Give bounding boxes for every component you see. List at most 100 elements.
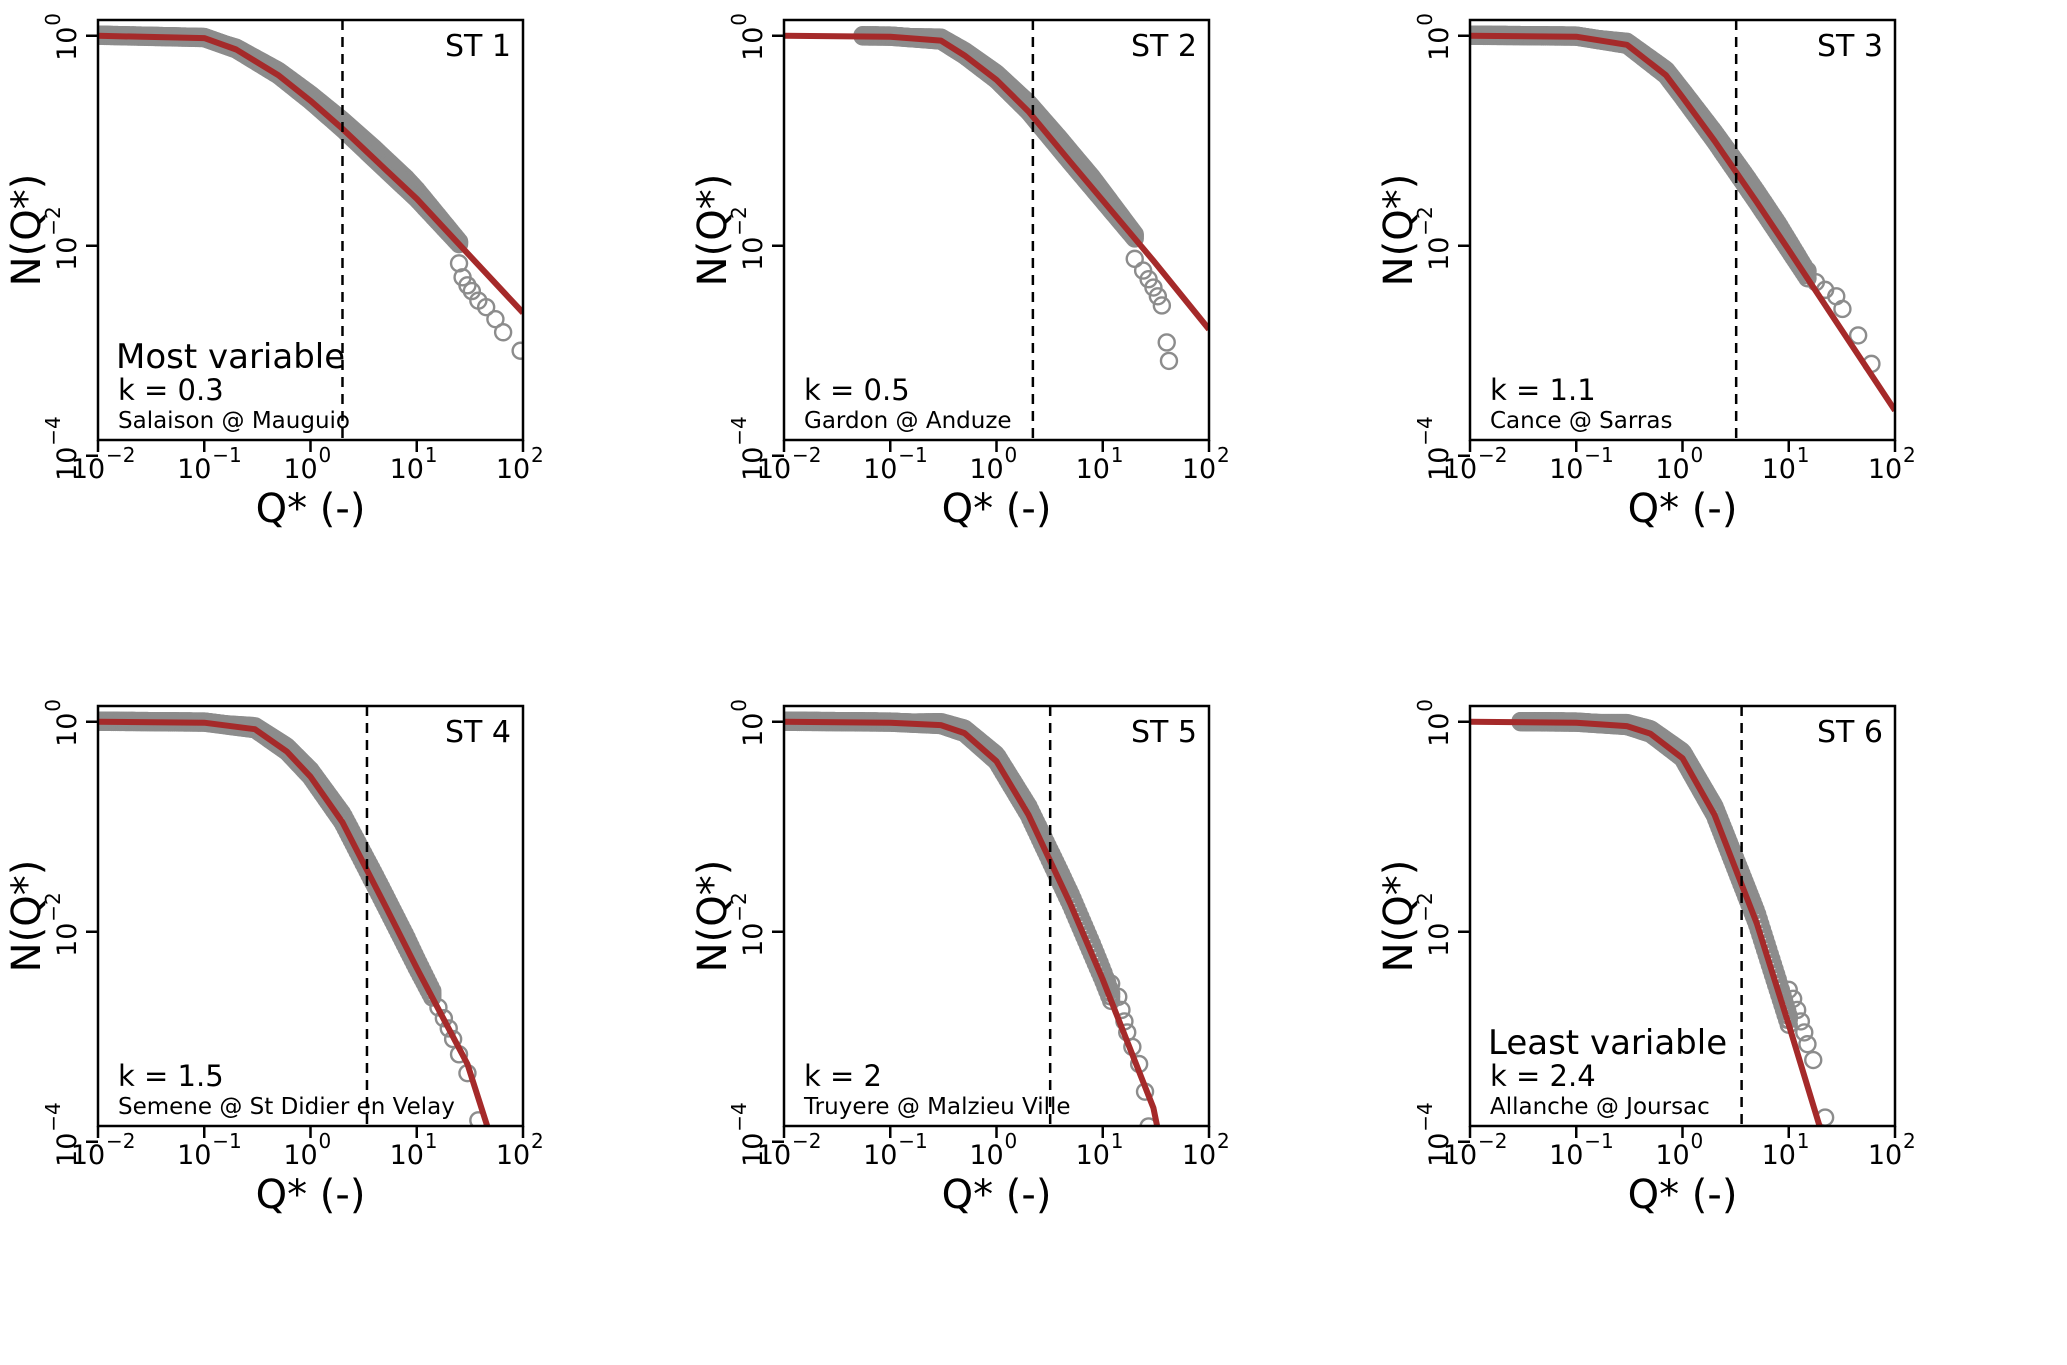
observation-tail-point — [1125, 249, 1144, 269]
station-tag: ST 3 — [1817, 29, 1883, 64]
y-tick-exponent: −4 — [727, 1102, 751, 1131]
observation-tail-point — [1152, 296, 1172, 315]
x-tick-label: 10 0 — [283, 443, 331, 485]
x-tick-exponent: 1 — [1797, 1129, 1810, 1153]
observation-tail-point — [476, 297, 496, 317]
y-tick-base: 10 — [1424, 923, 1455, 957]
x-tick-base: 10 — [390, 1140, 424, 1171]
x-tick-exponent: −2 — [1478, 443, 1507, 467]
y-tick-label: 10−2 — [1413, 206, 1455, 271]
x-tick-exponent: 1 — [425, 1129, 438, 1153]
y-tick-exponent: −2 — [1413, 206, 1437, 235]
y-tick-exponent: −4 — [1413, 1102, 1437, 1131]
y-tick-label: 100 — [727, 13, 769, 61]
y-tick-label: 100 — [41, 13, 83, 61]
x-tick-label: 10 0 — [969, 443, 1017, 485]
y-axis-title: N(Q*) — [1376, 860, 1422, 973]
x-tick-label: 10 −2 — [1443, 443, 1508, 485]
panel-data — [1470, 25, 1895, 413]
k-label: k = 0.3 — [118, 373, 224, 407]
observation-tail-point — [1783, 989, 1803, 1008]
observation-tail-point — [511, 341, 523, 360]
station-name: Truyere @ Malzieu Ville — [803, 1094, 1071, 1120]
x-tick-base: 10 — [283, 454, 317, 485]
y-tick-exponent: 0 — [727, 699, 751, 712]
x-tick-label: 10 2 — [1868, 443, 1916, 485]
panel-data — [98, 25, 523, 360]
x-tick-base: 10 — [1655, 1140, 1689, 1171]
y-tick-base: 10 — [52, 27, 83, 61]
x-tick-exponent: 1 — [1111, 1129, 1124, 1153]
y-tick-exponent: 0 — [41, 699, 65, 712]
observation-point — [449, 232, 469, 251]
x-tick-label: 10 −1 — [177, 443, 242, 485]
y-axis-title: N(Q*) — [4, 174, 50, 287]
y-tick-base: 10 — [1424, 713, 1455, 747]
x-tick-base: 10 — [1762, 454, 1796, 485]
y-axis-title: N(Q*) — [1376, 174, 1422, 287]
x-tick-exponent: −2 — [792, 443, 821, 467]
y-tick-base: 10 — [738, 923, 769, 957]
x-tick-base: 10 — [1868, 454, 1902, 485]
fit-line — [784, 718, 1161, 1126]
panel-data — [784, 26, 1209, 371]
y-tick-exponent: −4 — [41, 1102, 65, 1131]
x-tick-label: 10 −2 — [71, 1129, 136, 1171]
x-tick-label: 10 2 — [1182, 1129, 1230, 1171]
y-axis-title-group: N(Q*) — [690, 860, 736, 973]
k-label: k = 1.5 — [118, 1059, 224, 1093]
y-tick-exponent: −4 — [1413, 416, 1437, 445]
y-tick-base: 10 — [738, 237, 769, 271]
y-tick-label: 10−2 — [1413, 892, 1455, 957]
x-tick-label: 10 −2 — [71, 443, 136, 485]
x-tick-base: 10 — [1443, 1140, 1477, 1171]
x-tick-base: 10 — [757, 1140, 791, 1171]
station-name: Gardon @ Anduze — [804, 408, 1012, 434]
x-tick-exponent: 2 — [531, 1129, 544, 1153]
observation-tail-point — [1833, 299, 1852, 319]
x-tick-label: 10 1 — [1076, 443, 1124, 485]
x-tick-label: 10 1 — [390, 1129, 438, 1171]
x-tick-exponent: 1 — [1111, 443, 1124, 467]
station-name: Allanche @ Joursac — [1490, 1094, 1710, 1120]
x-tick-exponent: 2 — [1903, 1129, 1916, 1153]
y-tick-label: 10−2 — [727, 892, 769, 957]
station-tag: ST 2 — [1131, 29, 1197, 64]
x-tick-label: 10 1 — [1762, 1129, 1810, 1171]
x-tick-base: 10 — [1549, 1140, 1583, 1171]
x-tick-label: 10 −1 — [1549, 1129, 1614, 1171]
y-axis-title-group: N(Q*) — [1376, 174, 1422, 287]
x-tick-exponent: −1 — [1584, 443, 1613, 467]
observation-tail-point — [434, 1009, 454, 1028]
observation-tail-point — [1804, 1050, 1823, 1070]
station-tag: ST 4 — [445, 715, 511, 750]
y-tick-label: 10−4 — [727, 416, 769, 481]
x-tick-label: 10 0 — [283, 1129, 331, 1171]
y-tick-label: 100 — [1413, 699, 1455, 747]
y-tick-exponent: −2 — [727, 892, 751, 921]
station-name: Semene @ St Didier en Velay — [118, 1094, 455, 1120]
y-tick-label: 10−2 — [41, 206, 83, 271]
y-tick-label: 10−4 — [1413, 1102, 1455, 1167]
x-tick-base: 10 — [177, 454, 211, 485]
y-tick-base: 10 — [738, 1133, 769, 1167]
observation-tail-point — [1144, 278, 1163, 297]
y-axis-title-group: N(Q*) — [1376, 860, 1422, 973]
x-tick-label: 10 −1 — [177, 1129, 242, 1171]
y-tick-exponent: 0 — [727, 13, 751, 26]
x-tick-base: 10 — [71, 1140, 105, 1171]
y-axis-title-group: N(Q*) — [4, 174, 50, 287]
x-tick-exponent: −1 — [1584, 1129, 1613, 1153]
x-tick-exponent: 0 — [1691, 443, 1704, 467]
x-axis-title: Q* (-) — [942, 1172, 1052, 1218]
y-tick-label: 10−4 — [1413, 416, 1455, 481]
fit-line — [1470, 718, 1823, 1126]
y-tick-base: 10 — [52, 923, 83, 957]
x-tick-base: 10 — [496, 454, 530, 485]
observation-tail-point — [1791, 1012, 1811, 1031]
station-tag: ST 5 — [1131, 715, 1197, 750]
y-axis-title-group: N(Q*) — [4, 860, 50, 973]
